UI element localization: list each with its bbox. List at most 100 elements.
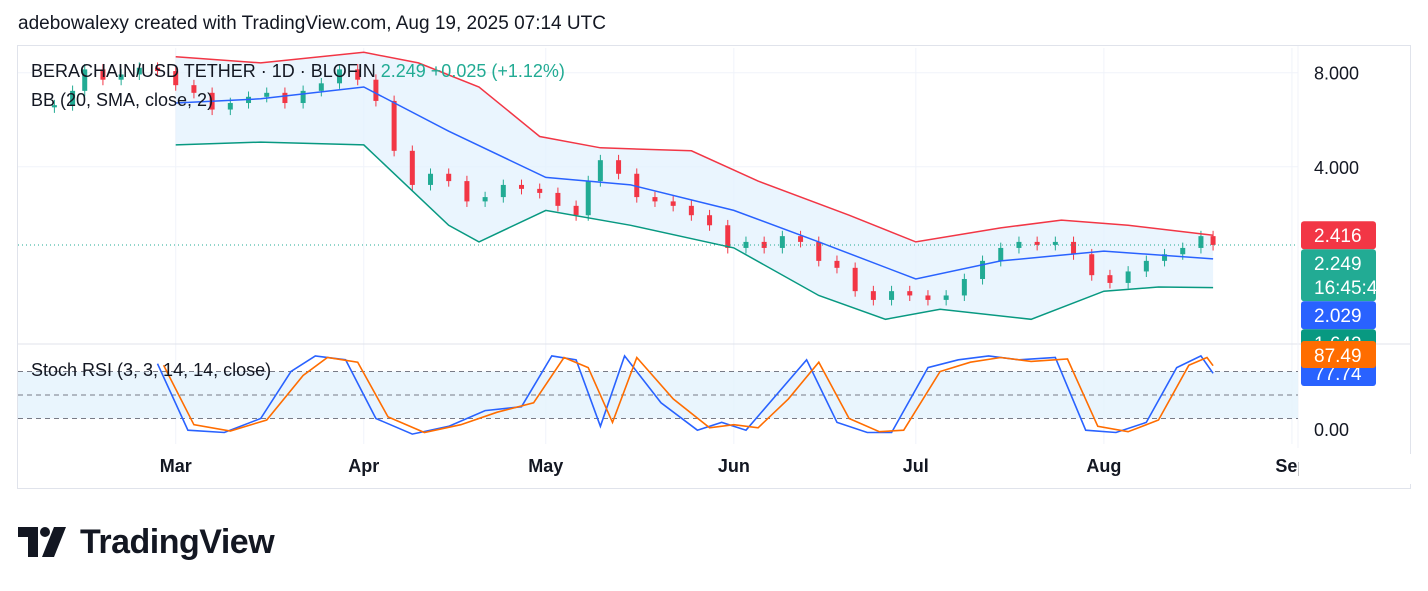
price-tick-label: 4.000 <box>1314 158 1359 178</box>
candle-body[interactable] <box>373 79 379 101</box>
candle-body[interactable] <box>1162 254 1168 261</box>
candle-body[interactable] <box>136 67 142 75</box>
bollinger-lower-line[interactable] <box>175 141 1214 321</box>
time-axis-label: Aug <box>1086 456 1121 476</box>
time-axis-label: Apr <box>348 456 379 476</box>
candle-body[interactable] <box>1198 236 1204 248</box>
candle-body[interactable] <box>482 197 488 202</box>
candle-body[interactable] <box>155 67 161 72</box>
candle-body[interactable] <box>573 205 579 216</box>
candle-body[interactable] <box>980 260 986 279</box>
candle-body[interactable] <box>834 260 840 268</box>
candle-body[interactable] <box>889 291 895 300</box>
candle-body[interactable] <box>1143 260 1149 272</box>
candle-body[interactable] <box>998 247 1004 261</box>
candle-body[interactable] <box>282 92 288 104</box>
bollinger-band-fill <box>175 52 1214 320</box>
countdown-label: 16:45:43 <box>1314 278 1388 299</box>
candle-body[interactable] <box>725 225 731 248</box>
candle-body[interactable] <box>634 173 640 198</box>
candle-body[interactable] <box>391 100 397 151</box>
candle-body[interactable] <box>464 181 470 202</box>
candle-body[interactable] <box>1034 241 1040 245</box>
chart-frame[interactable] <box>17 45 1411 489</box>
candle-body[interactable] <box>852 267 858 292</box>
candle-body[interactable] <box>264 92 270 97</box>
price-tag[interactable] <box>1301 249 1376 302</box>
candle-body[interactable] <box>227 103 233 110</box>
price-tag-label: 2.249 <box>1314 254 1362 275</box>
last-price: 2.249 <box>380 61 426 81</box>
osc-tick-label: 0.00 <box>1314 420 1349 440</box>
symbol-legend[interactable]: BERACHAIN/USD TETHER · 1D · BLOFIN 2.249… <box>31 61 565 82</box>
time-axis-label: Jun <box>718 456 750 476</box>
candle-body[interactable] <box>1107 275 1113 283</box>
candle-body[interactable] <box>1180 247 1186 255</box>
candle-body[interactable] <box>428 173 434 185</box>
candle-body[interactable] <box>779 236 785 248</box>
candle-body[interactable] <box>1089 254 1095 276</box>
candle-body[interactable] <box>70 90 76 106</box>
candle-body[interactable] <box>51 105 57 108</box>
candle-body[interactable] <box>798 236 804 242</box>
symbol-title[interactable]: BERACHAIN/USD TETHER · 1D · BLOFIN <box>31 61 376 81</box>
candle-body[interactable] <box>961 278 967 296</box>
candle-body[interactable] <box>173 71 179 86</box>
candle-body[interactable] <box>100 69 106 80</box>
candle-body[interactable] <box>943 295 949 300</box>
chart-credit-caption: adebowalexy created with TradingView.com… <box>18 13 606 34</box>
candle-body[interactable] <box>743 241 749 248</box>
candle-body[interactable] <box>688 205 694 216</box>
time-axis-label: Mar <box>160 456 192 476</box>
tradingview-brand: TradingView <box>18 520 275 564</box>
bollinger-upper-line[interactable] <box>175 51 1214 243</box>
candle-body[interactable] <box>761 241 767 248</box>
candle-body[interactable] <box>816 241 822 261</box>
price-tick-label: 8.000 <box>1314 64 1359 84</box>
bollinger-basis-line[interactable] <box>175 86 1214 280</box>
candle-body[interactable] <box>300 90 306 104</box>
candle-body[interactable] <box>1210 236 1216 245</box>
stoch-rsi-legend[interactable]: Stoch RSI (3, 3, 14, 14, close) <box>31 360 272 380</box>
osc-tag[interactable] <box>1301 341 1376 368</box>
price-tag[interactable] <box>1301 301 1376 330</box>
candle-body[interactable] <box>597 160 603 182</box>
candle-body[interactable] <box>191 85 197 93</box>
candle-body[interactable] <box>500 184 506 198</box>
candle-body[interactable] <box>446 173 452 182</box>
price-tag[interactable] <box>1301 221 1376 250</box>
candle-body[interactable] <box>907 291 913 296</box>
candle-body[interactable] <box>519 184 525 189</box>
candle-body[interactable] <box>409 150 415 185</box>
candle-body[interactable] <box>870 291 876 300</box>
price-tag-label: 2.029 <box>1314 306 1362 327</box>
candle-body[interactable] <box>82 69 88 91</box>
candle-body[interactable] <box>1071 241 1077 255</box>
candle-body[interactable] <box>1052 241 1058 245</box>
candle-body[interactable] <box>337 69 343 84</box>
stoch-rsi-d-line[interactable] <box>162 355 1214 434</box>
candle-body[interactable] <box>925 295 931 300</box>
candle-body[interactable] <box>1125 271 1131 283</box>
candle-body[interactable] <box>670 201 676 206</box>
osc-tag-label: 87.49 <box>1314 346 1362 367</box>
tradingview-logo-icon <box>18 527 66 557</box>
candle-body[interactable] <box>585 181 591 216</box>
osc-tag-label: 77.74 <box>1314 364 1362 385</box>
time-axis-mask <box>1299 454 1414 484</box>
candle-body[interactable] <box>652 197 658 202</box>
candle-body[interactable] <box>616 160 622 174</box>
candle-body[interactable] <box>355 69 361 80</box>
bollinger-legend[interactable]: BB (20, SMA, close, 2) <box>31 90 214 110</box>
time-axis-label: Jul <box>903 456 929 476</box>
candle-body[interactable] <box>537 188 543 193</box>
brand-name: TradingView <box>80 522 275 561</box>
candle-body[interactable] <box>707 215 713 226</box>
candle-body[interactable] <box>555 192 561 206</box>
candle-body[interactable] <box>318 83 324 91</box>
time-axis-label: May <box>528 456 563 476</box>
price-tag-label: 2.416 <box>1314 226 1362 247</box>
candle-body[interactable] <box>118 74 124 80</box>
price-change-percent: (+1.12%) <box>491 61 565 81</box>
